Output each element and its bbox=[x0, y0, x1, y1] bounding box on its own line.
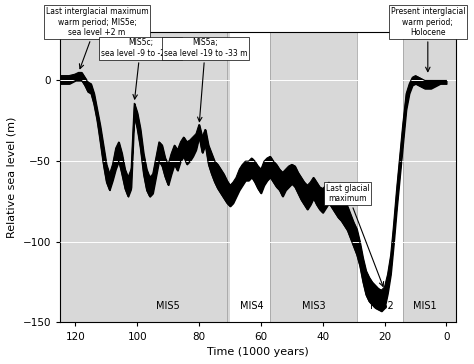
Text: MIS3: MIS3 bbox=[301, 301, 325, 311]
Y-axis label: Relative sea level (m): Relative sea level (m) bbox=[7, 116, 17, 238]
Text: Last glacial
maximum: Last glacial maximum bbox=[326, 184, 383, 286]
Text: MIS5a;
sea level -19 to -33 m: MIS5a; sea level -19 to -33 m bbox=[164, 39, 247, 122]
Bar bbox=[230, 32, 270, 323]
X-axis label: Time (1000 years): Time (1000 years) bbox=[207, 347, 309, 357]
Text: MIS5c;
sea level -9 to -20 m: MIS5c; sea level -9 to -20 m bbox=[101, 39, 180, 99]
Text: MIS2: MIS2 bbox=[370, 301, 393, 311]
Text: MIS5: MIS5 bbox=[156, 301, 180, 311]
Bar bbox=[357, 32, 403, 323]
Text: Last interglacial maximum
warm period; MIS5e;
sea level +2 m: Last interglacial maximum warm period; M… bbox=[46, 7, 148, 69]
Text: MIS4: MIS4 bbox=[240, 301, 264, 311]
Text: MIS1: MIS1 bbox=[413, 301, 437, 311]
Text: Present interglacial
warm period;
Holocene: Present interglacial warm period; Holoce… bbox=[391, 7, 465, 72]
